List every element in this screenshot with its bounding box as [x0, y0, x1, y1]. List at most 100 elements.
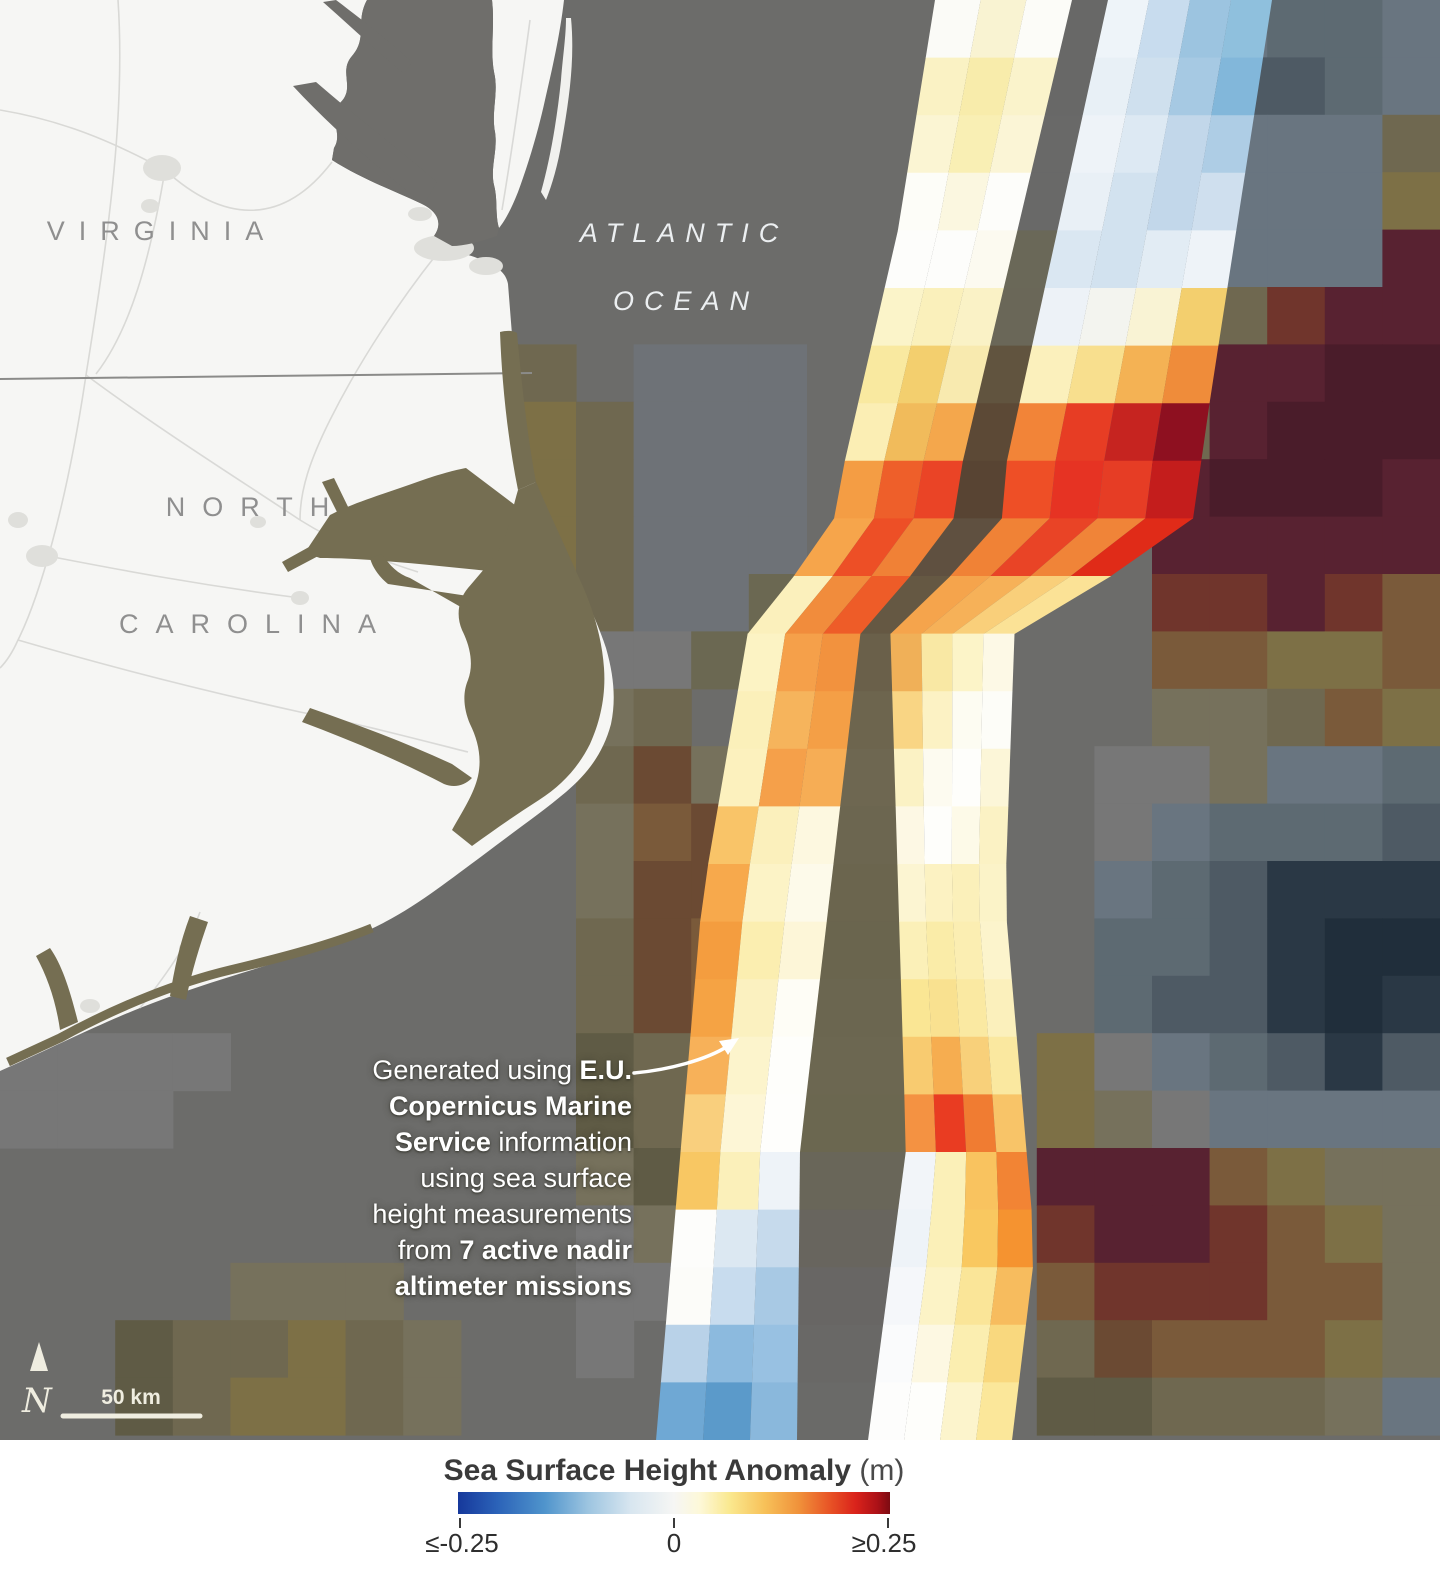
swath-tile: [656, 1382, 707, 1440]
ocean-anomaly-tile: [1324, 1148, 1383, 1206]
swath-tile: [1157, 115, 1212, 174]
ocean-anomaly-tile: [1152, 861, 1211, 919]
ocean-anomaly-tile: [1324, 229, 1383, 288]
ocean-anomaly-tile: [633, 516, 692, 575]
ocean-anomaly-tile: [1094, 1205, 1153, 1264]
ocean-anomaly-tile: [691, 344, 750, 403]
swath-gap-segment: [1028, 115, 1085, 174]
ocean-anomaly-tile: [748, 344, 807, 403]
swath-tile: [952, 921, 985, 980]
swath-tile: [675, 1152, 721, 1210]
swath-tile: [1057, 172, 1114, 231]
swath-tile: [758, 748, 808, 807]
swath-tile: [954, 1267, 998, 1326]
ocean-anomaly-tile: [1382, 401, 1440, 460]
ocean-anomaly-tile: [1267, 57, 1326, 116]
swath-tile: [884, 230, 938, 289]
ocean-anomaly-tile: [1094, 1090, 1153, 1149]
ocean-anomaly-tile: [1382, 114, 1440, 173]
swath-tile: [898, 1152, 936, 1210]
ocean-anomaly-tile: [633, 688, 692, 747]
swath-gap-segment: [951, 460, 1009, 519]
swath-tile: [977, 172, 1032, 231]
ocean-anomaly-tile: [1324, 459, 1383, 518]
ocean-anomaly-tile: [1152, 1320, 1211, 1379]
ocean-anomaly-tile: [57, 1033, 116, 1092]
legend-label-min: ≤-0.25: [425, 1528, 499, 1558]
label-north-carolina-line2: CAROLINA: [119, 609, 393, 639]
swath-tile: [785, 576, 872, 634]
swath-tile: [822, 576, 911, 634]
legend-title-text: Sea Surface Height Anomaly: [443, 1454, 851, 1487]
swath-tile: [921, 633, 953, 692]
ocean-anomaly-tile: [403, 1320, 462, 1379]
ocean-anomaly-tile: [1209, 1320, 1268, 1379]
ocean-anomaly-tile: [230, 1377, 289, 1436]
ocean-anomaly-tile: [633, 861, 692, 919]
inland-water: [6, 0, 605, 1067]
swath-tile: [1181, 230, 1237, 289]
ocean-anomaly-tile: [1382, 1205, 1440, 1264]
swath-tile: [1125, 57, 1180, 116]
swath-gap-segment: [797, 1094, 908, 1153]
swath-tile: [911, 1324, 955, 1383]
ocean-anomaly-tile: [1036, 1320, 1095, 1379]
ocean-anomaly-tile: [1324, 1377, 1383, 1436]
ocean-anomaly-tile: [1267, 516, 1326, 575]
swath-tile: [884, 403, 938, 462]
ocean-anomaly-tile: [1036, 1262, 1095, 1321]
ocean-anomaly-tile: [1152, 631, 1211, 690]
swath-tile: [832, 518, 914, 577]
swath-tile: [1135, 230, 1192, 289]
ocean-anomaly-tile: [1382, 574, 1440, 632]
swath-tile: [756, 1209, 800, 1268]
swath-tile: [1001, 460, 1056, 519]
scale-bar-group: N 50 km: [21, 1342, 203, 1421]
ocean-anomaly-tile: [1382, 57, 1440, 116]
swath-tile: [1082, 57, 1138, 116]
legend-tick-min: [459, 1518, 461, 1528]
land-layer: [0, 0, 614, 1071]
swath-tile: [767, 691, 816, 750]
swath-tile: [913, 460, 963, 519]
ocean-anomaly-tile: [1209, 516, 1268, 575]
swath-tile: [910, 288, 965, 346]
york-river: [323, 0, 412, 74]
ocean-anomaly-tile: [115, 1090, 174, 1149]
map-canvas: VIRGINIA NORTH CAROLINA ATLANTIC OCEAN N…: [0, 0, 1440, 1440]
ocean-anomaly-tile: [1382, 861, 1440, 919]
swath-gap-segment: [796, 1209, 901, 1268]
swath-tile: [1069, 115, 1126, 174]
ocean-anomaly-tile: [1382, 746, 1440, 805]
ocean-anomaly-tile: [172, 1377, 231, 1436]
swath-tile: [1161, 345, 1219, 404]
annotation-text: using sea surface: [420, 1163, 632, 1193]
swath-tile: [983, 576, 1112, 634]
swath-tile: [925, 0, 981, 58]
ocean-anomaly-tile: [1382, 229, 1440, 288]
swath-gap-segment: [796, 1267, 893, 1326]
annotation-arrow: [632, 1038, 739, 1075]
swath-tile: [700, 864, 750, 922]
ocean-anomaly-tile: [1094, 746, 1153, 805]
ocean-anomaly-tile: [1382, 1320, 1440, 1379]
swath-tile: [871, 288, 925, 346]
swath-gap-segment: [838, 748, 898, 807]
ocean-anomaly-tile: [1094, 1148, 1153, 1206]
north-arrow-icon: [30, 1342, 48, 1371]
swath-tile: [990, 1267, 1033, 1326]
ocean-anomaly-tile: [1094, 918, 1153, 977]
swath-tile: [670, 1209, 717, 1268]
swath-tile: [731, 979, 779, 1038]
ocean-anomaly-tile: [1094, 975, 1153, 1034]
swath-tile: [1078, 288, 1137, 346]
swath-tile: [947, 1324, 991, 1383]
swath-tile: [951, 806, 981, 865]
swath-tile: [1113, 115, 1169, 174]
ocean-anomaly-tile: [633, 459, 692, 518]
currituck-sound: [500, 330, 536, 490]
ocean-anomaly-tile: [0, 1090, 59, 1149]
swath-gap-segment: [851, 633, 895, 692]
ocean-anomaly-tile: [1267, 172, 1326, 231]
swath-tile: [959, 1036, 993, 1095]
